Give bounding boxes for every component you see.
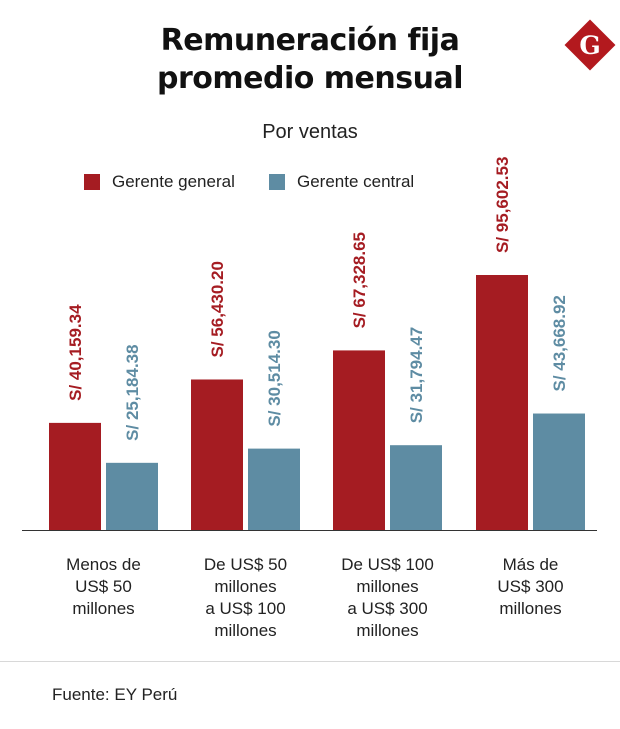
source-note: Fuente: EY Perú [52,685,178,704]
bar-gerente-general-2 [191,379,243,530]
category-label-4: Más de US$ 300 millones [497,555,563,618]
category-label-line: millones [72,599,134,618]
bar-gerente-central-2 [248,448,300,530]
category-label-line: Menos de [66,555,141,574]
legend-label-gerente-central: Gerente central [297,172,415,191]
bar-gerente-general-1 [49,422,101,530]
category-label-line: US$ 300 [497,577,563,596]
brand-logo: G [560,15,620,75]
chart-title-line-1: Remuneración fija [160,23,460,58]
category-label-line: a US$ 100 [205,599,285,618]
bar-gerente-general-3 [333,350,385,530]
data-label-gerente-general-1: S/ 40,159.34 [66,304,85,401]
category-label-line: millones [356,577,418,596]
legend-item-gerente-central: Gerente central [269,172,414,192]
bar-chart: S/ 40,159.34 S/ 56,430.20 S/ 67,328.65 S/ 9… [22,157,597,640]
legend-swatch-gerente-central [269,174,285,190]
category-label-2: De US$ 50 millones a US$ 100 millones [204,555,287,640]
data-label-gerente-central-2: S/ 30,514.30 [265,330,284,426]
category-label-line: De US$ 100 [341,555,434,574]
bar-gerente-central-4 [533,413,585,530]
legend-item-gerente-general: Gerente general [84,172,235,192]
bar-gerente-central-1 [106,462,158,530]
category-label-line: millones [499,599,561,618]
category-label-line: De US$ 50 [204,555,287,574]
category-label-line: Más de [503,555,559,574]
data-label-gerente-central-1: S/ 25,184.38 [123,344,142,440]
logo-icon: G [564,19,616,71]
legend: Gerente general Gerente central [0,172,620,196]
footer-divider [0,661,620,662]
data-label-gerente-general-3: S/ 67,328.65 [350,232,369,328]
legend-label-gerente-general: Gerente general [112,172,235,191]
logo-letter: G [579,31,600,60]
legend-swatch-gerente-general [84,174,100,190]
category-label-1: Menos de US$ 50 millones [66,555,141,618]
data-label-gerente-general-4: S/ 95,602.53 [493,157,512,253]
chart-title: Remuneración fija promedio mensual [0,22,620,98]
data-label-gerente-central-3: S/ 31,794.47 [407,327,426,423]
chart-title-line-2: promedio mensual [156,61,464,96]
category-label-line: US$ 50 [75,577,132,596]
data-label-gerente-general-2: S/ 56,430.20 [208,261,227,357]
category-label-line: millones [214,621,276,640]
category-label-line: millones [356,621,418,640]
data-label-gerente-central-4: S/ 43,668.92 [550,295,569,391]
bar-gerente-central-3 [390,445,442,530]
category-label-3: De US$ 100 millones a US$ 300 millones [341,555,434,640]
category-label-line: millones [214,577,276,596]
category-label-line: a US$ 300 [347,599,427,618]
bar-gerente-general-4 [476,275,528,530]
chart-subtitle: Por ventas [262,121,358,143]
